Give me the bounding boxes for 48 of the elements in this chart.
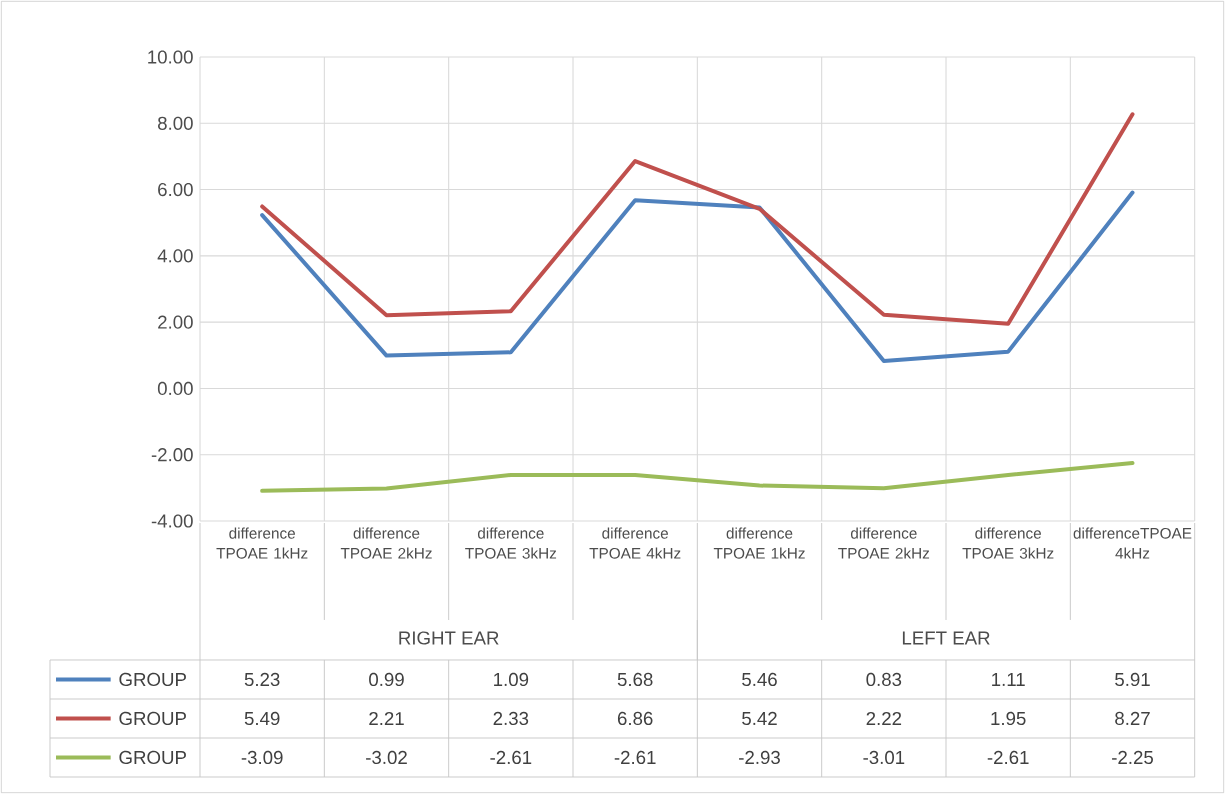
x-tick-label: difference TPOAE 1kHz — [216, 527, 308, 559]
data-label: -3.02 — [366, 750, 407, 765]
x-tick-label: difference TPOAE 3kHz — [465, 527, 557, 559]
data-label: 8.27 — [1115, 711, 1150, 726]
legend-label: GROUP — [119, 711, 186, 726]
data-label: 5.42 — [742, 711, 777, 726]
data-label: 5.23 — [244, 672, 280, 687]
data-label: 5.91 — [1115, 672, 1150, 687]
data-label: 2.33 — [493, 711, 529, 726]
data-label: 5.49 — [244, 711, 280, 726]
data-label: 6.86 — [617, 711, 653, 726]
data-label: 0.83 — [866, 672, 902, 687]
data-label: -3.01 — [863, 750, 905, 765]
data-label: 1.11 — [992, 673, 1025, 686]
x-tick-label: differenceTPOAE 4kHz — [1073, 527, 1192, 559]
data-label: 2.22 — [866, 711, 902, 725]
y-tick-label: -2.00 — [151, 448, 193, 462]
y-tick-label: 6.00 — [158, 182, 193, 197]
y-tick-label: 10.00 — [148, 50, 193, 64]
legend-label: GROUP — [119, 750, 186, 765]
line-series — [260, 112, 1135, 326]
x-tick-label: difference TPOAE 1kHz — [713, 527, 805, 559]
x-tick-label: difference TPOAE 4kHz — [589, 527, 681, 559]
data-label: -2.93 — [739, 750, 780, 765]
data-label: -2.61 — [614, 750, 656, 765]
y-tick-label: 8.00 — [158, 116, 193, 130]
y-tick-label: 0.00 — [157, 381, 193, 396]
legend-label: GROUP — [119, 672, 186, 687]
data-label: -2.61 — [987, 750, 1029, 765]
data-label: 5.68 — [617, 672, 653, 687]
line-series — [260, 190, 1135, 363]
y-tick-label: 4.00 — [157, 249, 193, 263]
data-label: -2.61 — [490, 750, 532, 765]
text: RIGHT EAR — [399, 631, 499, 645]
data-label: 5.46 — [742, 672, 777, 687]
x-tick-label: difference TPOAE 2kHz — [838, 527, 930, 559]
data-label: 1.95 — [991, 711, 1026, 726]
data-label: -2.25 — [1112, 750, 1153, 765]
y-tick-label: -4.00 — [151, 514, 193, 528]
data-label: -3.09 — [241, 750, 283, 765]
x-tick-label: difference TPOAE 3kHz — [962, 527, 1054, 559]
y-tick-label: 2.00 — [158, 315, 193, 329]
x-tick-label: difference TPOAE 2kHz — [340, 527, 432, 559]
data-label: 2.21 — [369, 711, 404, 725]
data-label: 1.09 — [494, 672, 529, 687]
text: LEFT EAR — [902, 631, 990, 645]
line-series — [260, 461, 1135, 493]
data-label: 0.99 — [369, 672, 404, 687]
